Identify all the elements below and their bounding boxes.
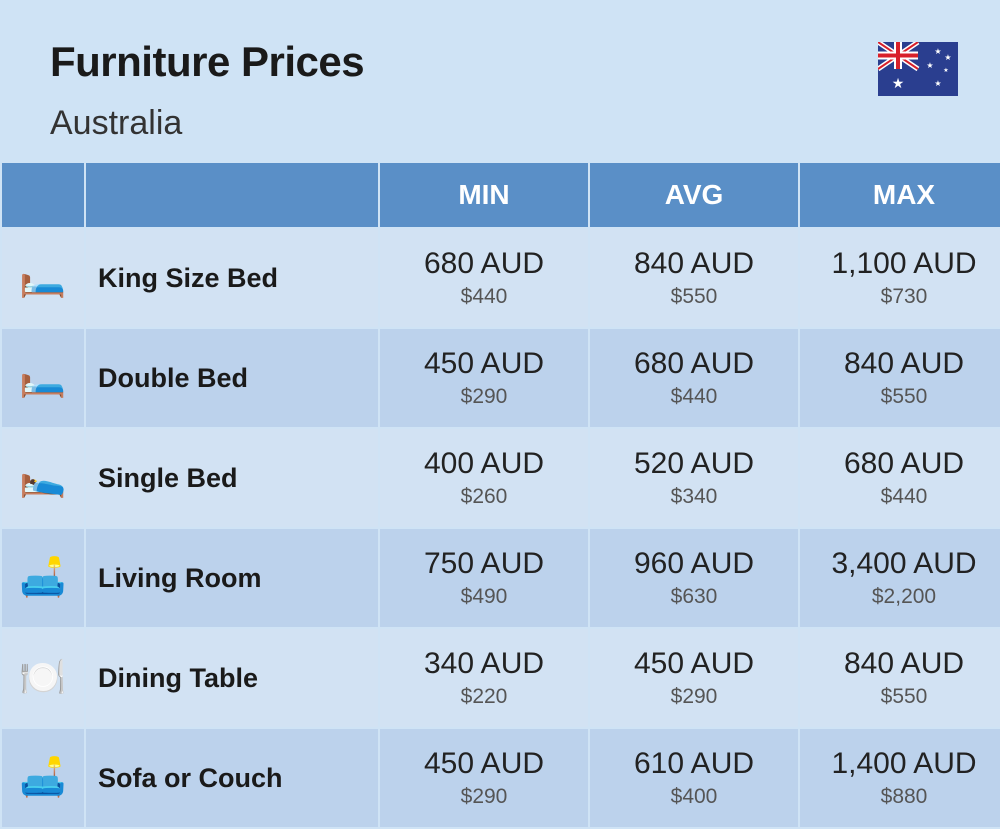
price-avg: 840 AUD $550	[590, 229, 798, 327]
price-avg-aud: 680 AUD	[590, 347, 798, 381]
furniture-name: Sofa or Couch	[86, 729, 378, 827]
price-max-aud: 680 AUD	[800, 447, 1000, 481]
flag-icon: ★ ★ ★ ★ ★ ★	[878, 42, 958, 96]
table-row: 🛏️Double Bed450 AUD $290680 AUD $440840 AU…	[2, 329, 1000, 427]
table-header-row: MIN AVG MAX	[2, 163, 1000, 227]
furniture-name: Living Room	[86, 529, 378, 627]
price-avg-usd: $290	[590, 685, 798, 709]
svg-text:★: ★	[944, 53, 951, 62]
svg-text:★: ★	[943, 67, 948, 74]
table-row: 🍽️Dining Table340 AUD $220450 AUD $290840 …	[2, 629, 1000, 727]
price-min-aud: 680 AUD	[380, 247, 588, 281]
table-row: 🛋️Sofa or Couch450 AUD$290610 AUD$4001,4…	[2, 729, 1000, 827]
furniture-name: King Size Bed	[86, 229, 378, 327]
col-min: MIN	[380, 163, 588, 227]
price-max: 1,400 AUD$880	[800, 729, 1000, 827]
price-max-usd: $2,200	[800, 585, 1000, 609]
col-icon	[2, 163, 84, 227]
price-min-aud: 340 AUD	[380, 647, 588, 681]
price-min-usd: $220	[380, 685, 588, 709]
price-avg: 960 AUD $630	[590, 529, 798, 627]
price-avg-usd: $550	[590, 285, 798, 309]
price-min: 400 AUD $260	[380, 429, 588, 527]
price-min: 450 AUD $290	[380, 329, 588, 427]
price-max: 840 AUD $550	[800, 629, 1000, 727]
price-min: 750 AUD $490	[380, 529, 588, 627]
price-max: 1,100 AUD $730	[800, 229, 1000, 327]
furniture-name: Dining Table	[86, 629, 378, 727]
price-avg: 610 AUD$400	[590, 729, 798, 827]
price-max-aud: 840 AUD	[800, 647, 1000, 681]
page-title: Furniture Prices	[50, 38, 950, 86]
table-row: 🛏️King Size Bed680 AUD $440840 AUD $5501,1…	[2, 229, 1000, 327]
price-max-aud: 3,400 AUD	[800, 547, 1000, 581]
price-avg: 450 AUD $290	[590, 629, 798, 727]
price-avg-usd: $340	[590, 485, 798, 509]
price-min: 450 AUD$290	[380, 729, 588, 827]
svg-text:★: ★	[926, 61, 933, 70]
price-min-aud: 750 AUD	[380, 547, 588, 581]
page-subtitle: Australia	[50, 104, 950, 143]
price-min-usd: $490	[380, 585, 588, 609]
price-max: 3,400 AUD $2,200	[800, 529, 1000, 627]
furniture-icon: 🛏️	[2, 329, 84, 427]
furniture-icon: 🍽️	[2, 629, 84, 727]
price-max: 840 AUD $550	[800, 329, 1000, 427]
col-avg: AVG	[590, 163, 798, 227]
table-row: 🛋️Living Room750 AUD $490960 AUD $6303,400…	[2, 529, 1000, 627]
price-max-usd: $440	[800, 485, 1000, 509]
price-avg-aud: 520 AUD	[590, 447, 798, 481]
price-avg: 520 AUD $340	[590, 429, 798, 527]
furniture-name: Single Bed	[86, 429, 378, 527]
furniture-name: Double Bed	[86, 329, 378, 427]
price-min: 340 AUD $220	[380, 629, 588, 727]
price-max-usd: $880	[800, 785, 1000, 809]
price-min-usd: $260	[380, 485, 588, 509]
price-avg-usd: $630	[590, 585, 798, 609]
price-avg: 680 AUD $440	[590, 329, 798, 427]
price-max: 680 AUD $440	[800, 429, 1000, 527]
price-max-aud: 840 AUD	[800, 347, 1000, 381]
col-max: MAX	[800, 163, 1000, 227]
price-avg-aud: 450 AUD	[590, 647, 798, 681]
svg-text:★: ★	[892, 75, 905, 91]
furniture-icon: 🛋️	[2, 729, 84, 827]
furniture-icon: 🛏️	[2, 229, 84, 327]
price-min-usd: $440	[380, 285, 588, 309]
furniture-icon: 🛌	[2, 429, 84, 527]
price-avg-usd: $400	[590, 785, 798, 809]
price-max-usd: $550	[800, 685, 1000, 709]
price-min-aud: 400 AUD	[380, 447, 588, 481]
price-max-usd: $550	[800, 385, 1000, 409]
svg-text:★: ★	[934, 79, 941, 88]
svg-text:★: ★	[934, 47, 941, 56]
price-min: 680 AUD $440	[380, 229, 588, 327]
price-avg-aud: 960 AUD	[590, 547, 798, 581]
price-avg-usd: $440	[590, 385, 798, 409]
price-min-aud: 450 AUD	[380, 347, 588, 381]
table-row: 🛌Single Bed400 AUD $260520 AUD $340680 AUD…	[2, 429, 1000, 527]
price-min-usd: $290	[380, 785, 588, 809]
col-name	[86, 163, 378, 227]
price-max-usd: $730	[800, 285, 1000, 309]
price-avg-aud: 840 AUD	[590, 247, 798, 281]
prices-table: MIN AVG MAX 🛏️King Size Bed680 AUD$44084…	[0, 161, 1000, 829]
price-min-usd: $290	[380, 385, 588, 409]
page-header: Furniture Prices Australia ★ ★ ★ ★ ★ ★	[0, 0, 1000, 161]
price-max-aud: 1,100 AUD	[800, 247, 1000, 281]
furniture-icon: 🛋️	[2, 529, 84, 627]
